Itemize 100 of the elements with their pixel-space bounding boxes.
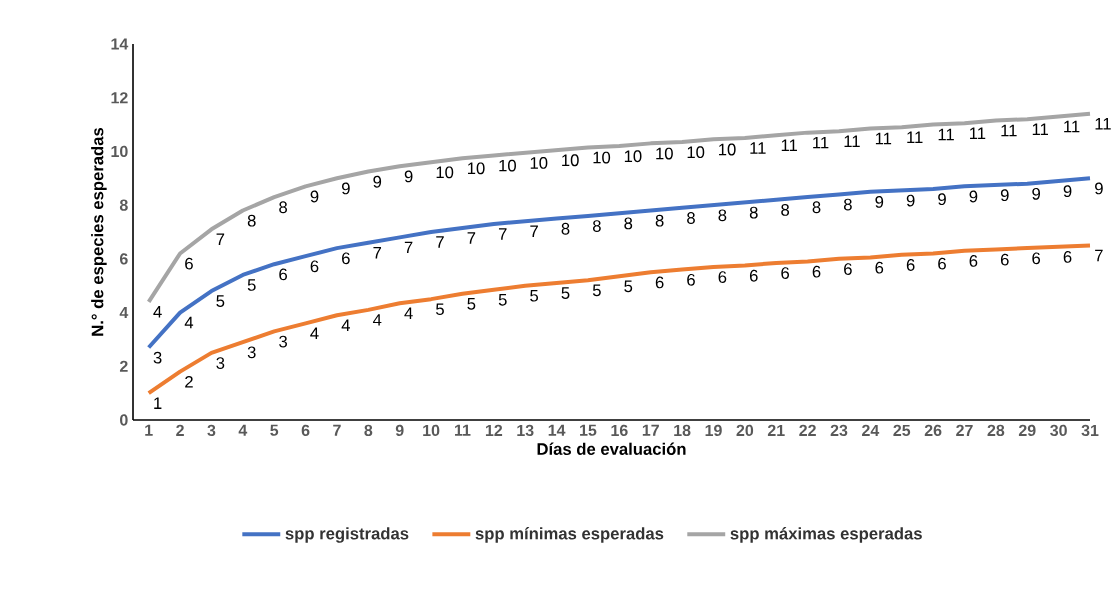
data-label: 5 xyxy=(247,279,256,291)
data-label: 5 xyxy=(530,289,539,302)
data-label: 7 xyxy=(404,241,413,254)
data-label: 8 xyxy=(279,201,288,214)
data-label: 3 xyxy=(216,357,225,369)
data-label: 9 xyxy=(1000,189,1009,202)
data-label: 8 xyxy=(687,212,695,224)
y-tick-label: 0 xyxy=(120,414,128,426)
data-label: 7 xyxy=(467,232,476,244)
data-label: 9 xyxy=(1063,185,1072,198)
x-tick-label: 19 xyxy=(705,424,722,437)
data-label: 4 xyxy=(372,314,382,326)
data-label: 1 xyxy=(154,397,162,409)
data-label: 6 xyxy=(342,252,350,265)
x-tick-label: 31 xyxy=(1081,424,1099,437)
data-label: 4 xyxy=(404,307,413,319)
legend-label: spp registradas xyxy=(285,527,409,543)
data-label: 6 xyxy=(1000,253,1009,266)
x-tick-label: 7 xyxy=(333,424,341,436)
data-label: 4 xyxy=(153,306,162,318)
data-label: 9 xyxy=(373,175,382,188)
x-tick-label: 8 xyxy=(364,424,373,437)
data-label: 10 xyxy=(656,147,673,160)
x-tick-label: 17 xyxy=(642,424,659,436)
data-label: 6 xyxy=(969,255,978,267)
data-label: 11 xyxy=(813,136,829,149)
data-label: 7 xyxy=(1095,249,1103,262)
x-tick-label: 12 xyxy=(485,424,503,436)
data-label: 9 xyxy=(906,194,915,207)
data-label: 11 xyxy=(970,127,986,139)
data-label: 11 xyxy=(907,131,923,143)
data-label: 6 xyxy=(655,276,664,289)
data-label: 11 xyxy=(1032,123,1048,135)
data-label: 6 xyxy=(185,257,193,270)
data-label: 8 xyxy=(812,201,821,214)
data-label: 5 xyxy=(467,298,476,310)
data-label: 7 xyxy=(373,247,382,259)
data-label: 5 xyxy=(624,280,633,293)
x-tick-label: 14 xyxy=(548,424,566,436)
x-tick-label: 21 xyxy=(767,424,785,436)
data-label: 5 xyxy=(592,284,601,297)
data-label: 8 xyxy=(749,206,758,219)
data-label: 4 xyxy=(310,327,319,340)
data-label: 6 xyxy=(279,268,287,281)
data-label: 9 xyxy=(1095,182,1103,195)
data-label: 9 xyxy=(310,190,319,203)
x-tick-label: 24 xyxy=(862,424,880,436)
legend-label: spp mínimas esperadas xyxy=(475,527,664,543)
data-label: 8 xyxy=(781,204,790,216)
data-label: 11 xyxy=(938,128,954,141)
data-label: 9 xyxy=(1032,187,1041,200)
data-label: 9 xyxy=(969,190,978,203)
x-tick-label: 5 xyxy=(270,424,279,436)
data-label: 7 xyxy=(436,236,444,248)
x-tick-label: 26 xyxy=(924,424,942,437)
x-tick-label: 9 xyxy=(395,424,404,437)
legend-label: spp máximas esperadas xyxy=(730,527,922,543)
data-label: 8 xyxy=(592,220,601,232)
data-label: 6 xyxy=(310,260,319,273)
data-label: 3 xyxy=(279,335,287,348)
x-tick-label: 25 xyxy=(893,424,911,437)
x-tick-label: 15 xyxy=(580,424,597,436)
data-label: 3 xyxy=(247,346,256,359)
data-label: 6 xyxy=(1032,252,1041,265)
data-label: 6 xyxy=(844,263,852,275)
x-tick-label: 27 xyxy=(956,424,973,436)
x-tick-label: 1 xyxy=(145,424,153,436)
data-label: 8 xyxy=(655,214,664,227)
x-tick-label: 16 xyxy=(611,424,628,437)
data-label: 8 xyxy=(718,209,727,222)
data-label: 11 xyxy=(1095,118,1111,130)
y-tick-label: 10 xyxy=(111,145,128,158)
data-label: 2 xyxy=(185,375,193,388)
data-label: 4 xyxy=(184,316,194,329)
data-label: 7 xyxy=(530,225,538,237)
data-label: 10 xyxy=(593,151,611,164)
y-tick-label: 6 xyxy=(119,253,128,265)
x-tick-label: 6 xyxy=(301,424,310,437)
x-tick-label: 22 xyxy=(799,424,816,436)
data-label: 10 xyxy=(687,146,705,159)
data-label: 8 xyxy=(843,198,852,211)
data-label: 5 xyxy=(498,294,507,306)
y-tick-label: 2 xyxy=(119,360,128,372)
data-label: 10 xyxy=(719,143,736,156)
x-tick-label: 29 xyxy=(1018,424,1036,437)
data-label: 6 xyxy=(812,265,821,278)
y-tick-label: 12 xyxy=(111,92,128,104)
data-label: 11 xyxy=(750,142,766,154)
data-label: 9 xyxy=(404,170,413,183)
data-label: 11 xyxy=(1064,120,1080,133)
data-label: 6 xyxy=(687,273,695,286)
x-tick-label: 20 xyxy=(736,424,754,437)
x-tick-label: 10 xyxy=(423,424,440,437)
x-axis-title: Días de evaluación xyxy=(537,442,686,455)
x-tick-label: 18 xyxy=(674,424,691,437)
x-tick-label: 4 xyxy=(238,424,248,436)
data-label: 11 xyxy=(875,132,892,145)
data-label: 7 xyxy=(498,228,507,240)
data-label: 10 xyxy=(530,157,548,169)
x-tick-label: 23 xyxy=(830,424,848,437)
